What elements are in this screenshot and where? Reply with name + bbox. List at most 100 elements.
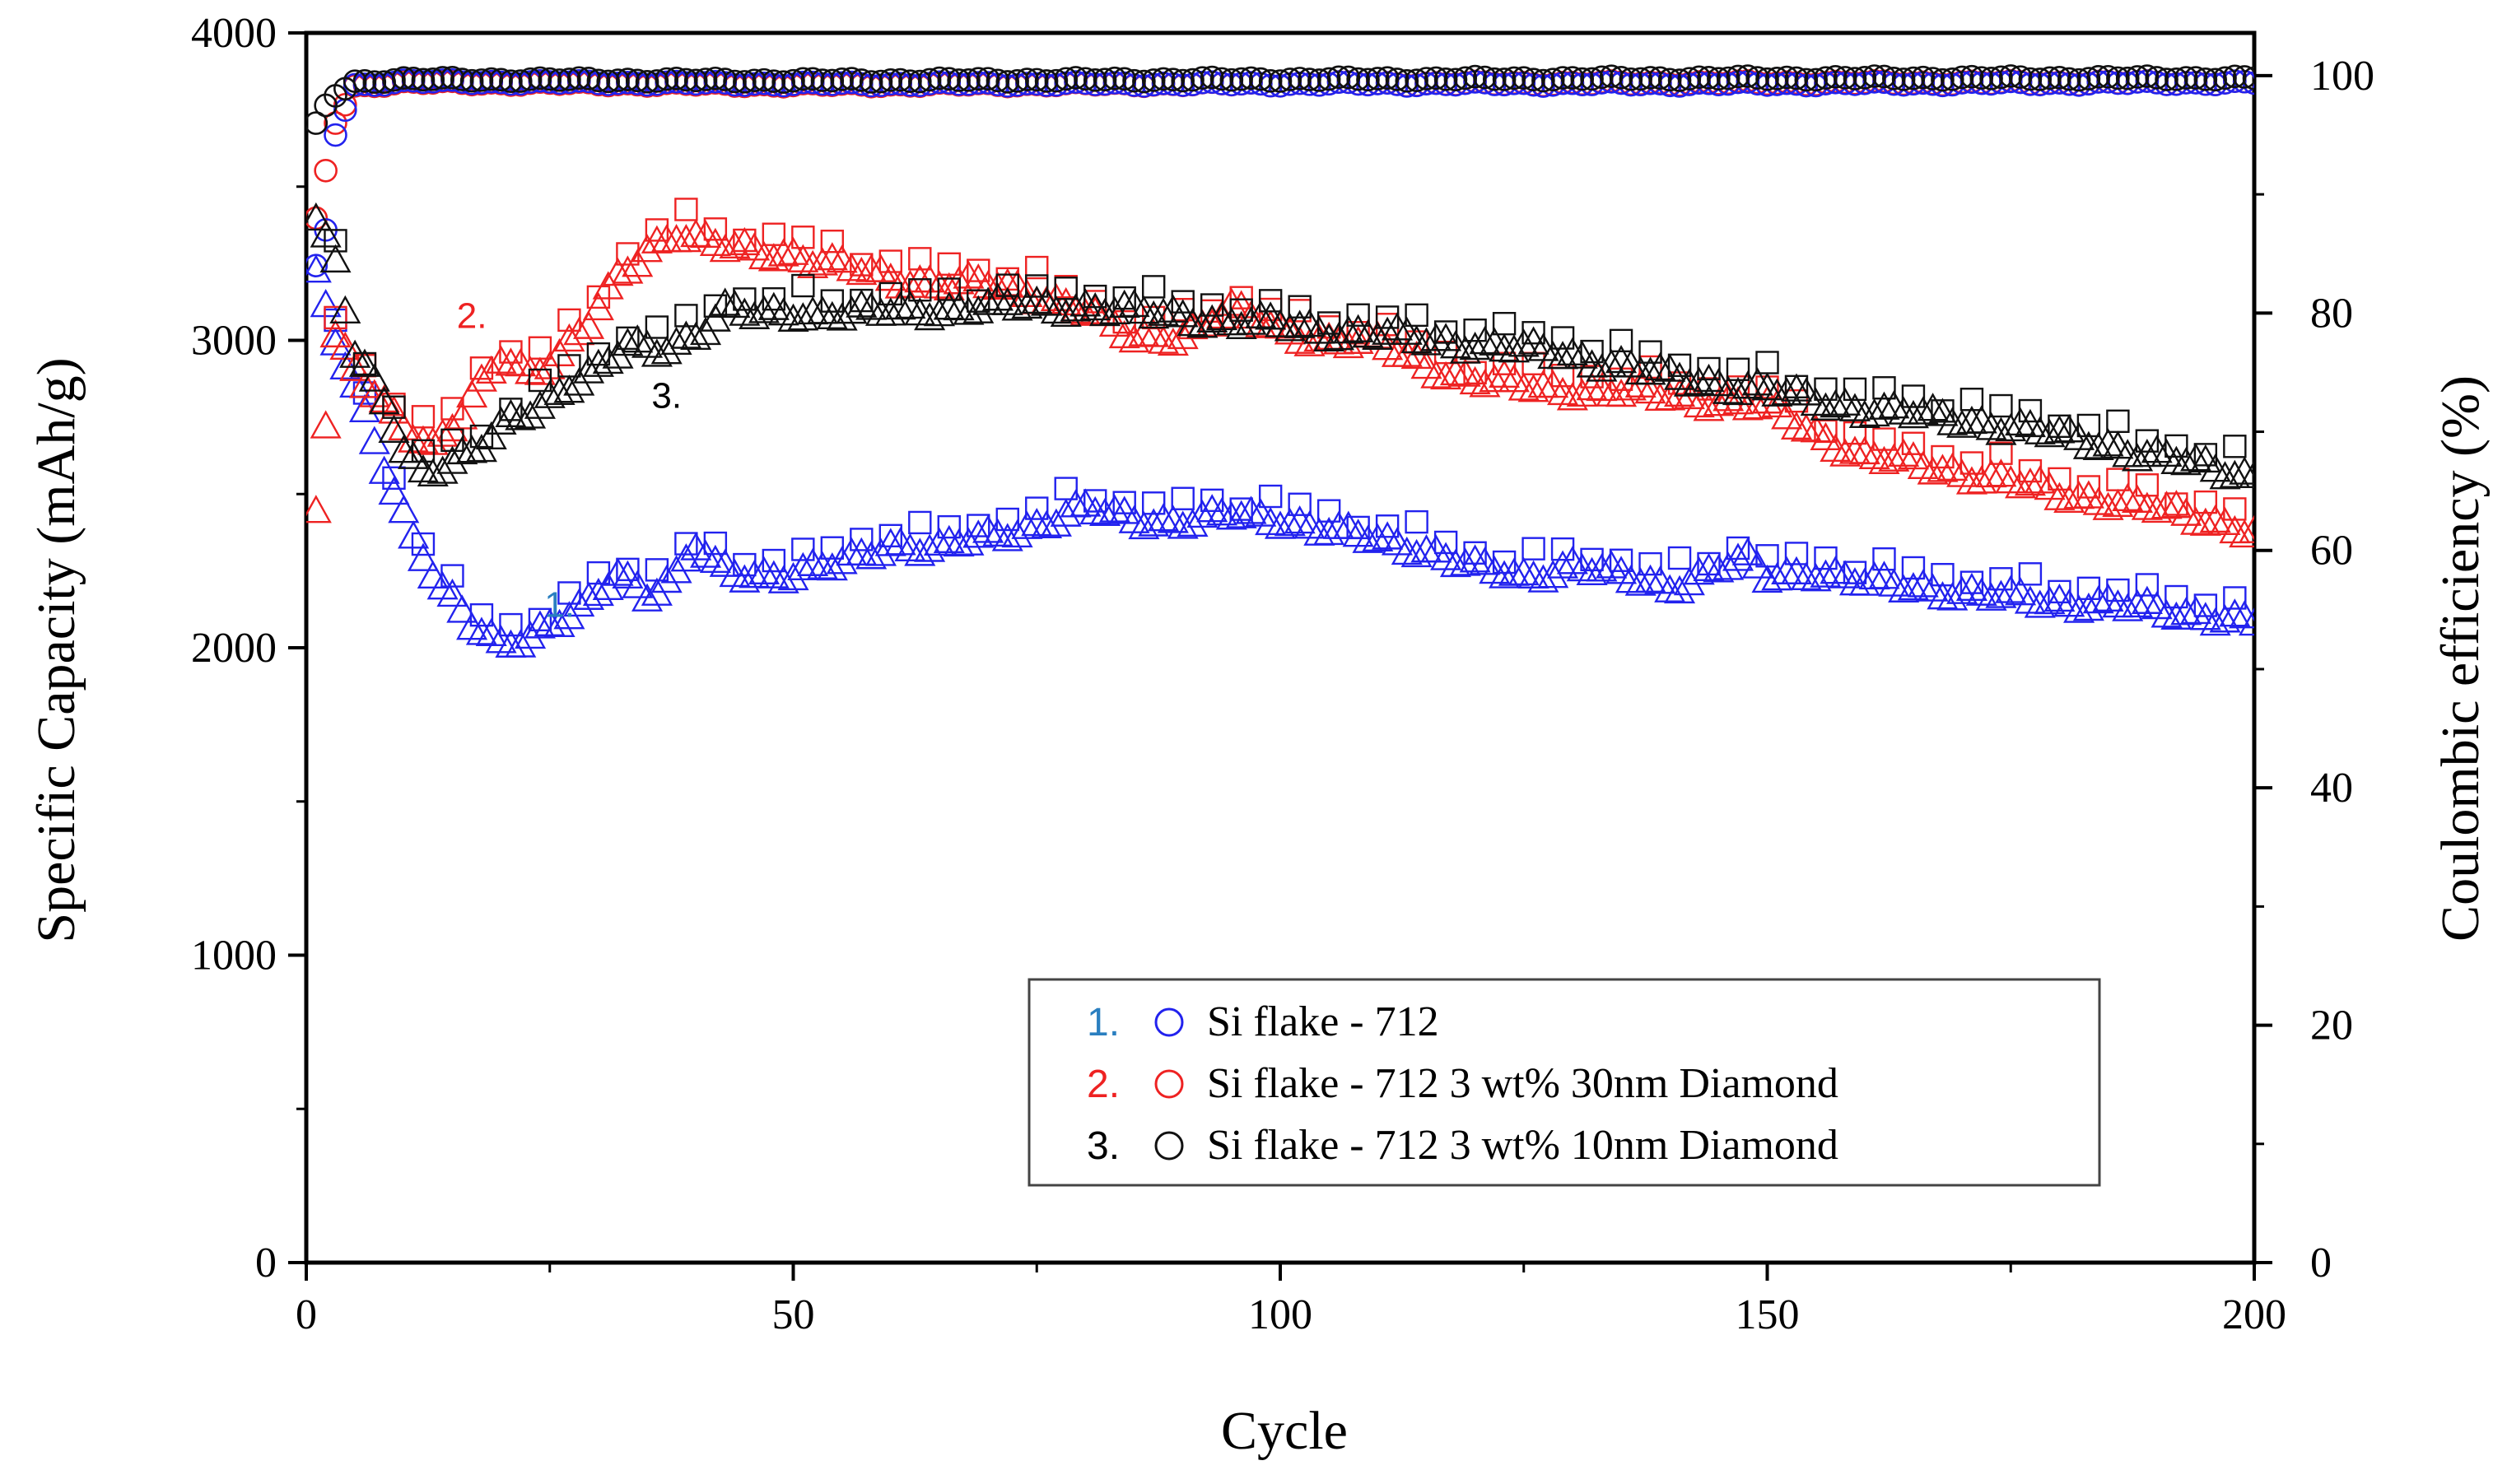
charge-capacity-point-s3 xyxy=(616,326,640,351)
ce-point-s3 xyxy=(557,67,581,91)
ce-point-s3 xyxy=(1745,66,1769,90)
series-annotations: 1. 2. 3. xyxy=(457,296,682,626)
capacity-point-s1 xyxy=(524,610,556,639)
ce-point-s3 xyxy=(1814,66,1838,90)
charge-capacity-point-s1 xyxy=(2106,578,2130,602)
capacity-point-s3 xyxy=(1196,304,1228,333)
capacity-point-s2 xyxy=(670,224,702,253)
x-axis-title: Cycle xyxy=(1221,1401,1348,1461)
capacity-point-s2 xyxy=(1780,411,1813,440)
capacity-point-s2 xyxy=(1683,388,1715,418)
capacity-point-s1 xyxy=(388,495,420,523)
capacity-point-s1 xyxy=(816,551,848,581)
x-tick-label: 200 xyxy=(2222,1291,2286,1338)
capacity-point-s3 xyxy=(407,454,439,483)
capacity-point-s1 xyxy=(660,555,692,584)
capacity-point-s2 xyxy=(729,226,761,256)
ce-point-s3 xyxy=(1122,68,1146,93)
ce-point-s3 xyxy=(1852,66,1877,90)
capacity-point-s1 xyxy=(1654,574,1686,602)
capacity-point-s1 xyxy=(1741,550,1773,579)
charge-capacity-point-s1 xyxy=(616,557,640,582)
capacity-point-s2 xyxy=(1907,450,1939,480)
charge-capacity-point-s2 xyxy=(2135,473,2160,497)
ce-point-s3 xyxy=(1200,65,1224,90)
capacity-point-s2 xyxy=(485,345,517,374)
capacity-point-s2 xyxy=(816,242,848,271)
capacity-point-s1 xyxy=(1489,560,1521,588)
capacity-point-s1 xyxy=(1517,560,1549,588)
charge-capacity-point-s3 xyxy=(645,315,669,339)
ce-point-s3 xyxy=(1794,67,1819,92)
capacity-point-s3 xyxy=(904,297,936,326)
capacity-point-s2 xyxy=(622,249,654,277)
ce-point-s3 xyxy=(907,69,932,94)
capacity-point-s1 xyxy=(329,351,361,379)
capacity-point-s1 xyxy=(582,577,614,607)
y-left-tick-label: 3000 xyxy=(191,318,277,365)
capacity-point-s3 xyxy=(670,320,702,349)
capacity-point-s1 xyxy=(1284,505,1316,534)
charge-capacity-point-s3 xyxy=(1901,384,1926,408)
ce-point-s3 xyxy=(1258,69,1283,93)
capacity-point-s1 xyxy=(719,558,751,588)
ce-point-s3 xyxy=(1911,65,1936,90)
charge-capacity-point-s3 xyxy=(1609,328,1633,353)
charge-capacity-point-s3 xyxy=(908,278,932,302)
capacity-point-s1 xyxy=(650,564,683,593)
y-axis-left-title: Specific Capacity (mAh/g) xyxy=(26,357,86,942)
ce-point-s3 xyxy=(2125,65,2150,89)
ce-point-s3 xyxy=(683,68,708,93)
capacity-point-s3 xyxy=(1761,378,1793,407)
ce-point-s3 xyxy=(1804,67,1828,92)
ce-point-s3 xyxy=(1580,67,1604,91)
charge-capacity-point-s3 xyxy=(1521,321,1545,345)
capacity-point-s1 xyxy=(2024,589,2056,618)
capacity-point-s3 xyxy=(515,400,547,429)
ce-point-s3 xyxy=(995,70,1020,94)
ce-point-s3 xyxy=(459,68,484,93)
charge-capacity-point-s1 xyxy=(499,612,523,637)
capacity-point-s1 xyxy=(1985,579,2017,608)
ce-point-s3 xyxy=(2165,67,2188,91)
charge-capacity-point-s1 xyxy=(1405,509,1428,534)
charge-capacity-point-s2 xyxy=(324,305,347,330)
ce-point-s3 xyxy=(830,67,854,91)
x-tick-label: 50 xyxy=(772,1291,815,1338)
capacity-point-s3 xyxy=(1322,322,1355,351)
charge-capacity-point-s2 xyxy=(1989,441,2013,465)
ce-point-s3 xyxy=(635,70,659,94)
legend: 1. Si flake - 712 2. Si flake - 712 3 wt% 3… xyxy=(1027,978,2101,1187)
capacity-point-s3 xyxy=(1771,376,1803,406)
ce-point-s3 xyxy=(1151,67,1176,91)
capacity-point-s3 xyxy=(1547,341,1579,370)
ce-point-s3 xyxy=(1638,66,1662,90)
y-left-tick-label: 1000 xyxy=(191,933,277,979)
ce-point-s3 xyxy=(1074,67,1097,91)
capacity-point-s3 xyxy=(1098,295,1130,324)
capacity-point-s3 xyxy=(1410,327,1442,356)
capacity-point-s1 xyxy=(1186,499,1219,528)
ce-point-s3 xyxy=(1891,67,1916,91)
capacity-point-s1 xyxy=(933,524,965,554)
ce-point-s3 xyxy=(1521,67,1545,91)
capacity-point-s2 xyxy=(1810,421,1842,451)
ce-point-s3 xyxy=(976,67,1000,91)
charge-capacity-point-s3 xyxy=(733,287,757,311)
charge-capacity-point-s2 xyxy=(967,258,990,282)
capacity-point-s3 xyxy=(1673,368,1705,397)
capacity-point-s2 xyxy=(2082,486,2114,515)
ce-point-s3 xyxy=(342,69,367,93)
y-right-tick-label: 100 xyxy=(2310,53,2374,100)
ce-point-s3 xyxy=(1657,67,1682,92)
capacity-point-s3 xyxy=(1820,388,1852,418)
ce-point-s3 xyxy=(518,67,543,91)
capacity-point-s3 xyxy=(1731,370,1764,399)
capacity-point-s3 xyxy=(874,297,906,326)
charge-capacity-point-s3 xyxy=(557,354,581,378)
charge-capacity-point-s1 xyxy=(1375,514,1400,538)
ce-point-s3 xyxy=(1921,67,1945,91)
charge-capacity-point-s1 xyxy=(1316,499,1341,523)
capacity-point-s3 xyxy=(787,302,819,331)
capacity-point-s1 xyxy=(1050,498,1082,527)
